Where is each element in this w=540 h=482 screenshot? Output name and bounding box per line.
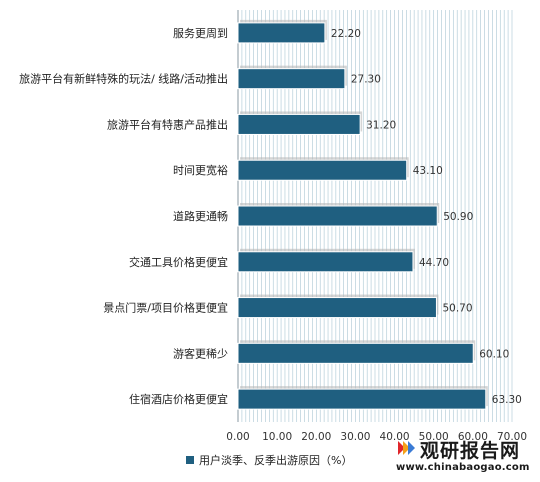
data-label: 63.30 <box>492 394 522 406</box>
watermark-url: www.chinabaogao.com <box>396 462 530 473</box>
bar <box>237 205 438 227</box>
x-tick-label: 70.00 <box>497 431 527 443</box>
bar <box>237 113 361 135</box>
x-tick-label: 50.00 <box>419 431 449 443</box>
x-tick-label: 10.00 <box>262 431 292 443</box>
data-label: 50.70 <box>442 303 472 315</box>
category-label: 时间更宽裕 <box>173 163 228 177</box>
x-tick-label: 20.00 <box>301 431 331 443</box>
category-label: 游客更稀少 <box>173 346 228 360</box>
bar <box>237 388 487 410</box>
bar <box>237 251 414 273</box>
category-label: 交通工具价格更便宜 <box>129 255 228 269</box>
x-tick-label: 40.00 <box>380 431 410 443</box>
bar <box>237 297 437 319</box>
data-label: 43.10 <box>413 165 443 177</box>
bar <box>237 342 474 364</box>
bar <box>237 68 346 90</box>
data-label: 44.70 <box>419 257 449 269</box>
data-label: 27.30 <box>351 74 381 86</box>
bar <box>237 22 326 44</box>
chinabaogao-logo-icon <box>398 441 415 455</box>
x-tick-label: 60.00 <box>458 431 488 443</box>
legend: 用户淡季、反季出游原因（%） <box>186 452 352 468</box>
category-label: 旅游平台有新鲜特殊的玩法/ 线路/活动推出 <box>19 72 228 86</box>
watermark: 观研报告网 www.chinabaogao.com <box>394 436 534 478</box>
data-label: 50.90 <box>443 211 473 223</box>
category-label: 道路更通畅 <box>173 209 228 223</box>
data-label: 60.10 <box>479 348 509 360</box>
category-label: 旅游平台有特惠产品推出 <box>107 117 228 131</box>
x-tick-label: 30.00 <box>340 431 370 443</box>
legend-label: 用户淡季、反季出游原因（%） <box>199 454 353 467</box>
category-label: 住宿酒店价格更便宜 <box>129 392 228 406</box>
data-label: 31.20 <box>366 119 396 131</box>
data-label: 22.20 <box>331 28 361 40</box>
watermark-title: 观研报告网 <box>420 440 521 462</box>
category-label: 服务更周到 <box>173 27 228 40</box>
bar <box>237 159 408 181</box>
x-tick-label: 0.00 <box>226 431 249 443</box>
legend-swatch <box>186 456 194 464</box>
category-label: 景点门票/项目价格更便宜 <box>103 301 228 315</box>
